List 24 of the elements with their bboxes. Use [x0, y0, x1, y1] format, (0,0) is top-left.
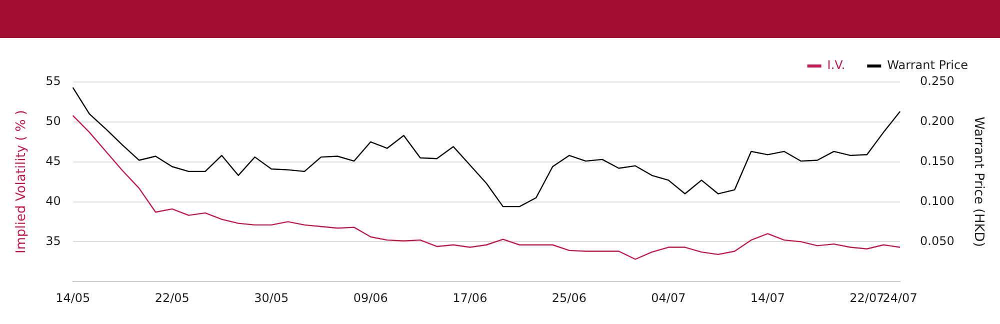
legend-label: I.V.	[827, 58, 846, 72]
y2-tick-label: 0.150	[920, 154, 954, 168]
x-tick-label: 17/06	[452, 290, 488, 305]
y2-tick-label: 0.100	[920, 194, 954, 208]
x-tick-label: 22/07	[850, 290, 884, 305]
x-tick-label: 14/05	[56, 290, 90, 305]
y2-tick-label: 0.050	[920, 234, 954, 248]
y-tick-label: 45	[46, 154, 61, 168]
x-tick-label: 04/07	[651, 290, 686, 305]
y2-tick-label: 0.250	[920, 74, 954, 88]
y2-axis-title: Warrant Price (HKD)	[970, 116, 986, 247]
x-tick-label: 30/05	[254, 290, 289, 305]
y-tick-label: 35	[46, 234, 61, 248]
y-axis-title: Implied Volatility ( % )	[14, 110, 30, 254]
x-tick-label: 25/06	[552, 290, 586, 305]
x-tick-label: 24/07	[882, 290, 918, 305]
y2-tick-label: 0.200	[920, 114, 954, 128]
x-tick-label: 09/06	[353, 290, 388, 305]
y-tick-label: 55	[46, 74, 61, 88]
x-tick-label: 22/05	[154, 290, 190, 305]
legend-label: Warrant Price	[887, 58, 968, 72]
y-tick-label: 50	[46, 114, 61, 128]
x-tick-label: 14/07	[750, 290, 785, 305]
y-tick-label: 40	[46, 194, 61, 208]
